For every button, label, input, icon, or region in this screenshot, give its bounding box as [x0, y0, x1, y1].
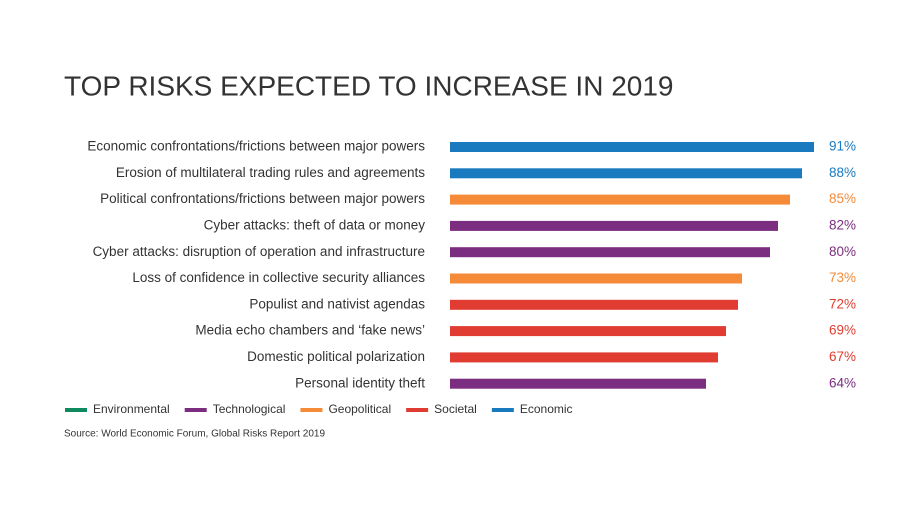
legend-swatch [65, 408, 87, 412]
legend-swatch [300, 408, 323, 412]
bar [450, 168, 802, 179]
category-label: Cyber attacks: theft of data or money [204, 217, 426, 232]
category-label: Erosion of multilateral trading rules an… [116, 165, 425, 180]
category-label: Personal identity theft [295, 375, 425, 390]
value-label: 85% [829, 191, 856, 206]
legend-label: Environmental [93, 402, 170, 416]
bar [450, 378, 706, 389]
legend-label: Economic [520, 402, 573, 416]
bar [450, 273, 742, 284]
value-label: 67% [829, 349, 856, 364]
bar [450, 299, 738, 310]
category-label: Loss of confidence in collective securit… [132, 270, 425, 285]
bar [450, 247, 770, 258]
value-label: 73% [829, 270, 856, 285]
legend-swatch [184, 408, 207, 412]
category-label: Populist and nativist agendas [249, 296, 425, 311]
bar [450, 142, 814, 152]
value-label: 82% [829, 217, 856, 232]
legend-label: Geopolitical [328, 402, 391, 416]
value-label: 91% [829, 139, 856, 154]
bar [450, 352, 718, 363]
category-label: Economic confrontations/frictions betwee… [87, 139, 425, 154]
legend-label: Societal [434, 402, 477, 416]
category-label: Domestic political polarization [247, 349, 425, 364]
value-label: 88% [829, 165, 856, 180]
bar [450, 220, 778, 231]
category-label: Political confrontations/frictions betwe… [100, 191, 425, 206]
source: Source: World Economic Forum, Global Ris… [64, 429, 325, 440]
bar [450, 194, 790, 205]
legend-label: Technological [213, 402, 286, 416]
value-label: 80% [829, 244, 856, 259]
legend-swatch [491, 408, 514, 412]
value-label: 64% [829, 375, 856, 390]
bar [450, 326, 726, 337]
category-label: Cyber attacks: disruption of operation a… [93, 244, 425, 259]
value-label: 72% [829, 296, 856, 311]
value-label: 69% [829, 323, 856, 338]
category-label: Media echo chambers and ‘fake news’ [195, 323, 425, 338]
legend-swatch [406, 408, 429, 412]
chart-title: TOP RISKS EXPECTED TO INCREASE IN 2019 [64, 70, 673, 101]
